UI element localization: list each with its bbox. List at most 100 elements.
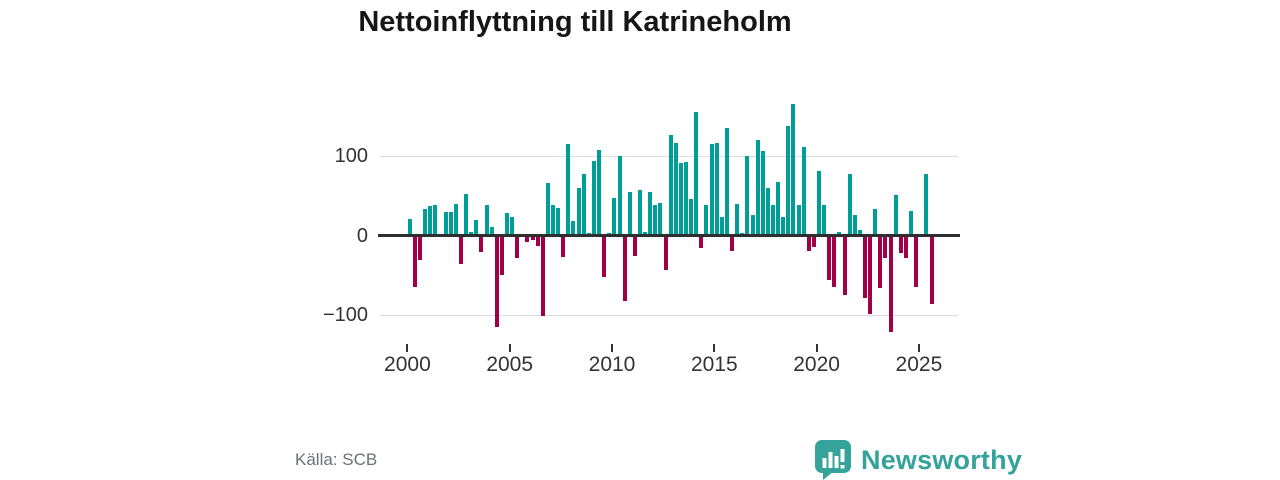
bar <box>607 232 612 236</box>
bar <box>883 235 888 258</box>
bar <box>765 188 770 236</box>
bar <box>817 170 821 236</box>
bar <box>873 208 878 236</box>
zero-axis-line <box>378 234 960 238</box>
bar <box>566 144 571 236</box>
bar <box>714 142 719 236</box>
bar <box>719 216 724 236</box>
x-axis-label-2020: 2020 <box>793 353 840 376</box>
x-axis-tick-2000 <box>406 344 409 352</box>
bar <box>724 127 729 236</box>
bar <box>827 235 832 281</box>
bar <box>591 160 596 236</box>
y-axis-label-neg100: −100 <box>322 304 368 326</box>
bar <box>709 144 714 236</box>
plot-area: 2000 2005 2010 2015 2020 2025 <box>378 85 960 376</box>
bar <box>617 156 622 236</box>
bar <box>581 173 586 236</box>
bar <box>474 219 479 236</box>
bar <box>852 215 857 236</box>
x-axis-tick-2025 <box>917 344 920 352</box>
bar <box>499 235 504 276</box>
bar <box>530 235 535 240</box>
bar <box>704 204 709 236</box>
bar <box>653 205 658 236</box>
bar <box>699 235 704 249</box>
bar <box>663 235 668 270</box>
bar <box>551 205 556 236</box>
x-axis-label-2010: 2010 <box>588 353 636 376</box>
bar <box>878 235 883 289</box>
bar <box>428 206 433 236</box>
bar <box>494 235 499 328</box>
x-axis-label-2000: 2000 <box>384 353 431 376</box>
bar <box>612 198 617 236</box>
bar <box>909 211 914 236</box>
y-axis-label-0: 0 <box>356 225 368 247</box>
bar <box>893 195 898 236</box>
source-note: Källa: SCB <box>295 450 378 469</box>
bar <box>837 231 842 236</box>
bar <box>755 140 760 236</box>
bar <box>637 189 642 236</box>
bar <box>668 134 673 236</box>
bar <box>914 235 919 288</box>
bar <box>694 111 699 236</box>
bar <box>847 174 852 236</box>
bar <box>576 188 581 236</box>
bar <box>730 235 735 251</box>
bar <box>903 235 908 258</box>
bar <box>510 216 515 236</box>
bar <box>796 205 801 236</box>
gridline-y-100 <box>380 315 958 317</box>
bar <box>448 211 453 236</box>
bar <box>673 142 678 236</box>
y-axis-label-100: 100 <box>334 145 368 167</box>
bar <box>801 146 806 236</box>
bar <box>458 235 463 265</box>
bar <box>515 235 520 258</box>
bar <box>545 183 550 236</box>
bar <box>888 235 893 332</box>
bar <box>745 156 750 236</box>
bar <box>806 235 811 251</box>
bar <box>689 199 694 236</box>
bar <box>898 235 903 254</box>
bar <box>586 232 591 236</box>
bar <box>418 235 423 260</box>
bar <box>602 235 607 278</box>
newsworthy-logo: Newsworthy <box>814 439 1022 480</box>
bar <box>781 217 786 236</box>
bar <box>770 205 775 236</box>
bar <box>842 235 847 296</box>
bar <box>760 151 765 236</box>
bar <box>684 161 688 236</box>
bar <box>469 231 474 236</box>
newsworthy-logo-text: Newsworthy <box>861 444 1023 475</box>
bar <box>504 213 509 236</box>
bar <box>423 208 428 236</box>
bar <box>597 149 602 236</box>
x-axis-tick-2020 <box>815 344 818 352</box>
bar <box>791 103 796 236</box>
newsworthy-speech-bubble-chart-icon <box>815 440 851 480</box>
bar <box>489 226 494 236</box>
bar <box>822 205 827 236</box>
bar <box>525 235 530 243</box>
bar <box>929 235 934 305</box>
bar <box>776 181 781 236</box>
bar <box>484 205 489 236</box>
bar <box>643 231 648 236</box>
bar <box>540 235 545 316</box>
bar <box>678 163 683 236</box>
bar <box>740 232 745 236</box>
chart-title: Nettoinflyttning till Katrineholm <box>358 6 792 38</box>
x-axis-tick-2005 <box>508 344 511 352</box>
bar <box>832 235 837 288</box>
x-axis-tick-2010 <box>611 344 613 352</box>
bar <box>479 235 484 253</box>
bar <box>786 125 791 236</box>
bar <box>632 235 637 257</box>
bar <box>857 230 862 236</box>
